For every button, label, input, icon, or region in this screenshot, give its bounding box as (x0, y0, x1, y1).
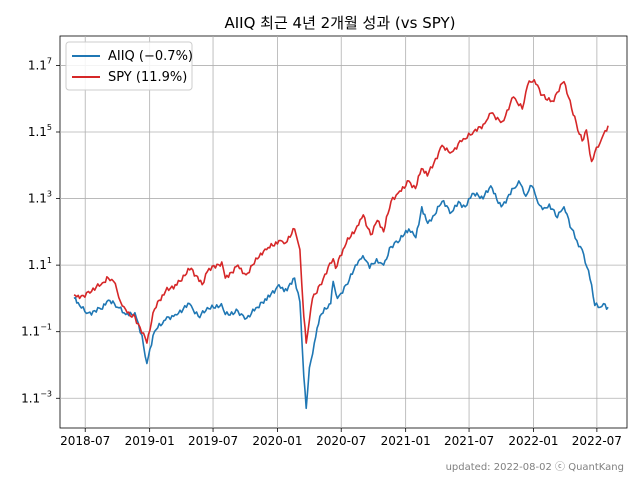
x-tick-label: 2022-07 (572, 434, 622, 448)
y-tick-label: 1.17 (28, 56, 52, 72)
x-tick-label: 2021-07 (444, 434, 494, 448)
y-tick-base: 1.1 (28, 125, 47, 139)
y-tick-exponent: −1 (40, 323, 52, 332)
y-tick-base: 1.1 (28, 192, 47, 206)
chart-title: AIIQ 최근 4년 2개월 성과 (vs SPY) (224, 14, 455, 32)
x-tick-label: 2020-01 (252, 434, 302, 448)
series-line-spy (73, 79, 609, 344)
y-tick-exponent: 3 (47, 190, 52, 199)
series-line-aiiq (73, 180, 609, 410)
y-tick-base: 1.1 (28, 58, 47, 72)
y-tick-label: 1.1−3 (21, 389, 52, 405)
x-tick-label: 2018-07 (60, 434, 110, 448)
grid-lines (60, 36, 627, 428)
series-lines (73, 79, 609, 410)
x-tick-label: 2019-01 (125, 434, 175, 448)
y-tick-base: 1.1 (21, 391, 40, 405)
y-tick-base: 1.1 (21, 325, 40, 339)
y-tick-label: 1.13 (28, 190, 52, 206)
plot-area (59, 35, 628, 429)
x-tick-label: 2021-01 (381, 434, 431, 448)
y-tick-label: 1.1−1 (21, 323, 52, 339)
y-tick-label: 1.15 (28, 123, 52, 139)
y-tick-exponent: 5 (47, 123, 52, 132)
legend-label-aiiq: AIIQ (−0.7%) (108, 49, 193, 64)
y-tick-exponent: 7 (47, 56, 52, 65)
x-tick-label: 2019-07 (188, 434, 238, 448)
y-tick-label: 1.11 (28, 256, 52, 272)
legend: AIIQ (−0.7%) SPY (11.9%) (65, 41, 193, 91)
x-tick-label: 2020-07 (316, 434, 366, 448)
y-axis: 1.171.151.131.111.1−11.1−3 (21, 56, 60, 405)
y-tick-base: 1.1 (28, 258, 47, 272)
footer-credit: updated: 2022-08-02 ⓒ QuantKang (446, 461, 624, 473)
y-tick-exponent: −3 (40, 389, 52, 398)
x-tick-label: 2022-01 (508, 434, 558, 448)
y-tick-exponent: 1 (47, 256, 52, 265)
x-axis: 2018-07 2019-01 2019-07 2020-01 2020-07 2021-… (60, 428, 622, 448)
legend-label-spy: SPY (11.9%) (108, 70, 187, 85)
